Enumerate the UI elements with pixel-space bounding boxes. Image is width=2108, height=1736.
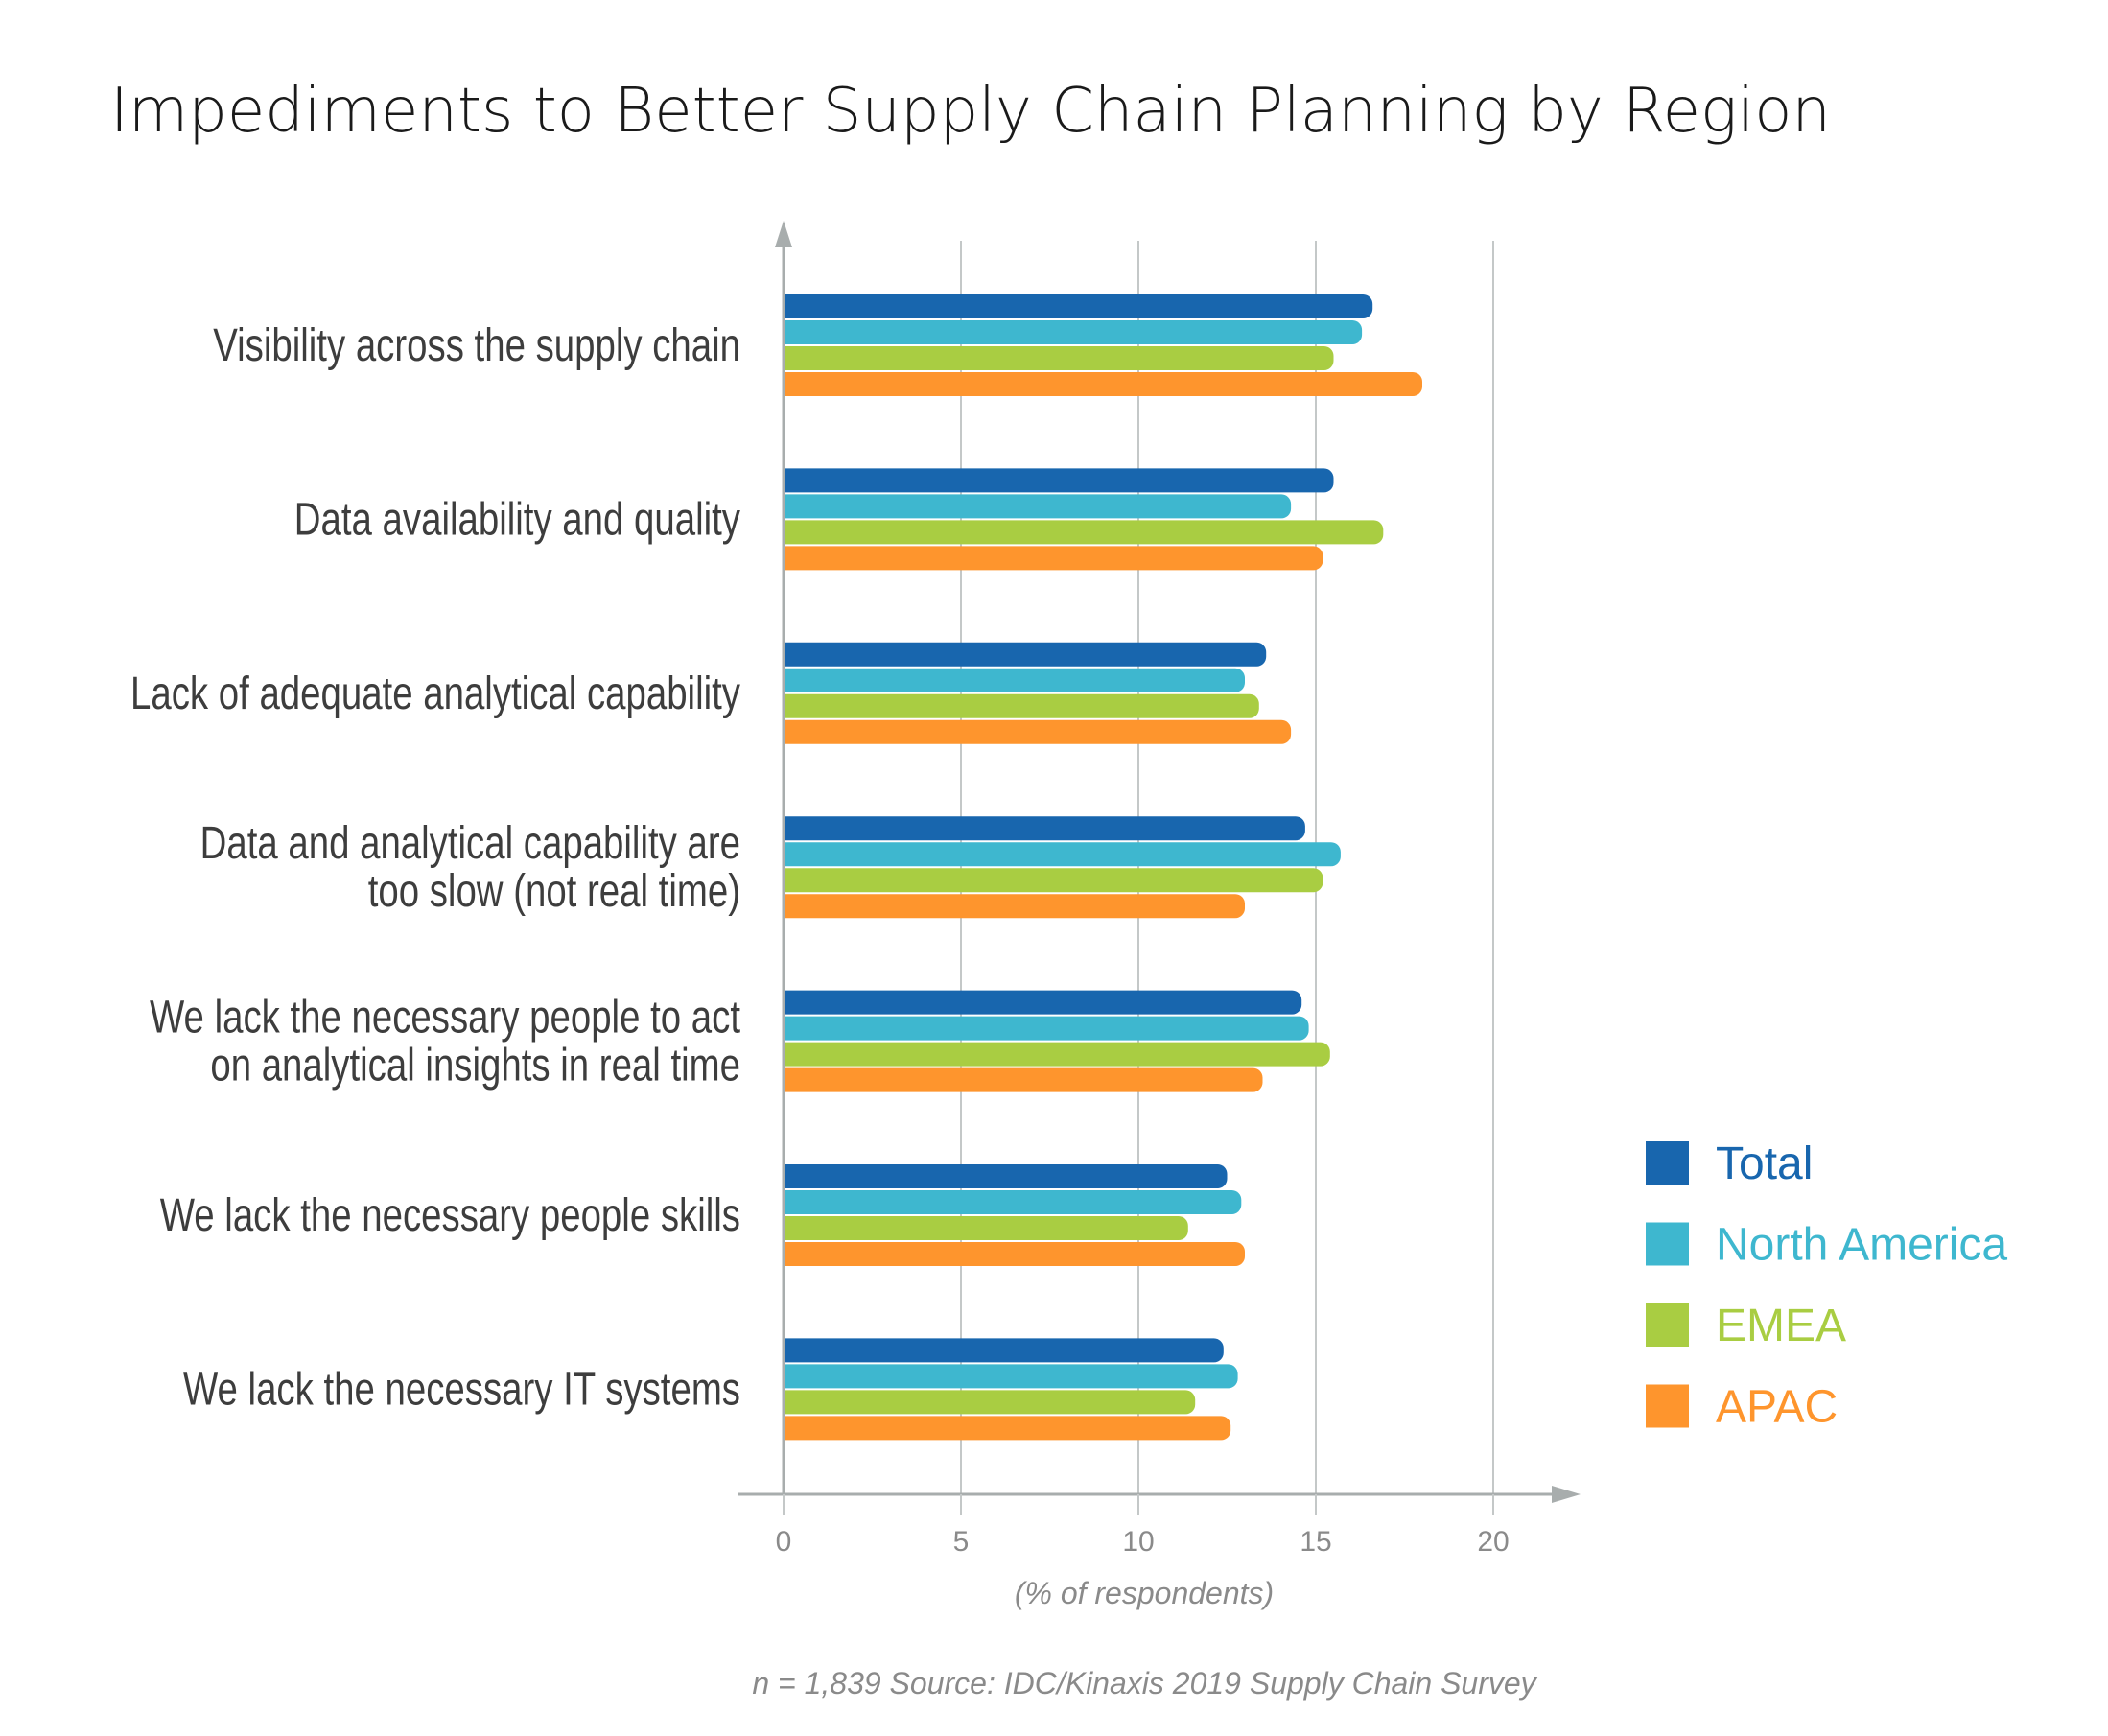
y-axis-arrow-icon <box>775 221 792 247</box>
bar-total <box>784 468 1334 493</box>
x-axis-label: (% of respondents) <box>1015 1576 1274 1610</box>
legend-swatch <box>1646 1222 1689 1266</box>
category-label: We lack the necessary people skills <box>160 1190 740 1241</box>
source-note: n = 1,839 Source: IDC/Kinaxis 2019 Suppl… <box>752 1666 1537 1701</box>
bar-emea <box>784 868 1323 893</box>
bar-apac <box>784 546 1323 571</box>
bar-total <box>784 816 1305 841</box>
legend-swatch <box>1646 1303 1689 1347</box>
bar-total <box>783 294 1373 318</box>
chart-title: Impediments to Better Supply Chain Plann… <box>110 76 1831 147</box>
bar-emea <box>784 1216 1188 1240</box>
axes <box>738 221 1581 1503</box>
bar-apac <box>784 1242 1245 1266</box>
legend-item: APAC <box>1646 1382 1838 1433</box>
x-axis-arrow-icon <box>1552 1486 1581 1503</box>
bar-apac <box>784 1067 1263 1092</box>
bar-north-america <box>784 1364 1238 1389</box>
x-tick-labels: 0 5 10 15 20 <box>776 1494 1510 1558</box>
bar-apac <box>783 1416 1231 1441</box>
legend-label: APAC <box>1716 1382 1838 1433</box>
legend-swatch <box>1646 1141 1689 1185</box>
bar-total <box>783 990 1302 1015</box>
category-label: We lack the necessary people to act <box>150 993 740 1044</box>
bar-total <box>784 1338 1224 1363</box>
category-label: Lack of adequate analytical capability <box>130 669 740 719</box>
category-label: on analytical insights in real time <box>210 1041 740 1091</box>
legend-label: Total <box>1716 1138 1813 1189</box>
bar-apac <box>784 719 1292 744</box>
category-label: too slow (not real time) <box>368 866 740 917</box>
bar-north-america <box>784 320 1363 344</box>
category-labels: Visibility across the supply chain Data a… <box>130 320 740 1415</box>
legend-item: North America <box>1646 1220 2007 1271</box>
bar-north-america <box>784 1190 1242 1214</box>
bar-north-america <box>784 1016 1309 1041</box>
bar-apac <box>784 372 1422 396</box>
bar-emea <box>783 1390 1196 1415</box>
legend: Total North America EMEA APAC <box>1646 1138 2007 1433</box>
legend-label: EMEA <box>1716 1301 1846 1351</box>
legend-swatch <box>1646 1384 1689 1428</box>
bar-emea <box>784 1042 1330 1067</box>
bar-north-america <box>784 668 1245 692</box>
category-label: Data availability and quality <box>294 494 740 545</box>
bar-emea <box>784 693 1259 718</box>
gridlines <box>960 241 1494 1494</box>
x-tick-label: 5 <box>953 1526 970 1558</box>
bar-emea <box>784 346 1334 370</box>
x-tick-label: 10 <box>1122 1526 1154 1558</box>
bar-north-america <box>784 842 1341 867</box>
bar-emea <box>784 520 1384 545</box>
bar-total <box>784 1164 1228 1188</box>
bar-apac <box>784 894 1245 919</box>
legend-item: Total <box>1646 1138 1813 1189</box>
category-label: We lack the necessary IT systems <box>183 1364 740 1415</box>
x-tick-label: 15 <box>1300 1526 1331 1558</box>
legend-label: North America <box>1716 1220 2007 1271</box>
x-tick-label: 0 <box>776 1526 792 1558</box>
category-label: Visibility across the supply chain <box>213 320 740 371</box>
x-tick-label: 20 <box>1477 1526 1509 1558</box>
bar-total <box>783 642 1267 667</box>
legend-item: EMEA <box>1646 1301 1846 1351</box>
bars <box>783 294 1422 1441</box>
category-label: Data and analytical capability are <box>200 818 740 869</box>
bar-north-america <box>784 494 1292 519</box>
